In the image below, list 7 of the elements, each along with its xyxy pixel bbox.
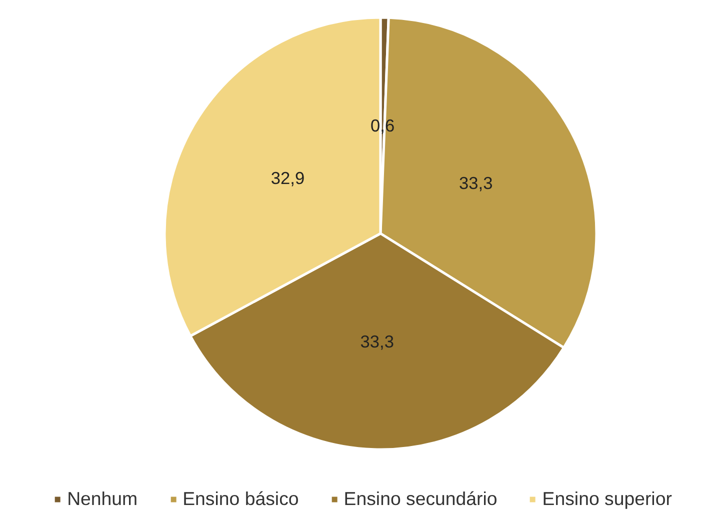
data-label: 33,3: [360, 331, 394, 352]
data-label: 32,9: [270, 168, 305, 188]
legend-label: Ensino secundário: [344, 488, 498, 510]
legend-label: Ensino básico: [182, 488, 299, 510]
legend-label: Nenhum: [67, 488, 138, 510]
data-label: 33,3: [459, 172, 493, 193]
legend-label: Ensino superior: [542, 488, 672, 510]
